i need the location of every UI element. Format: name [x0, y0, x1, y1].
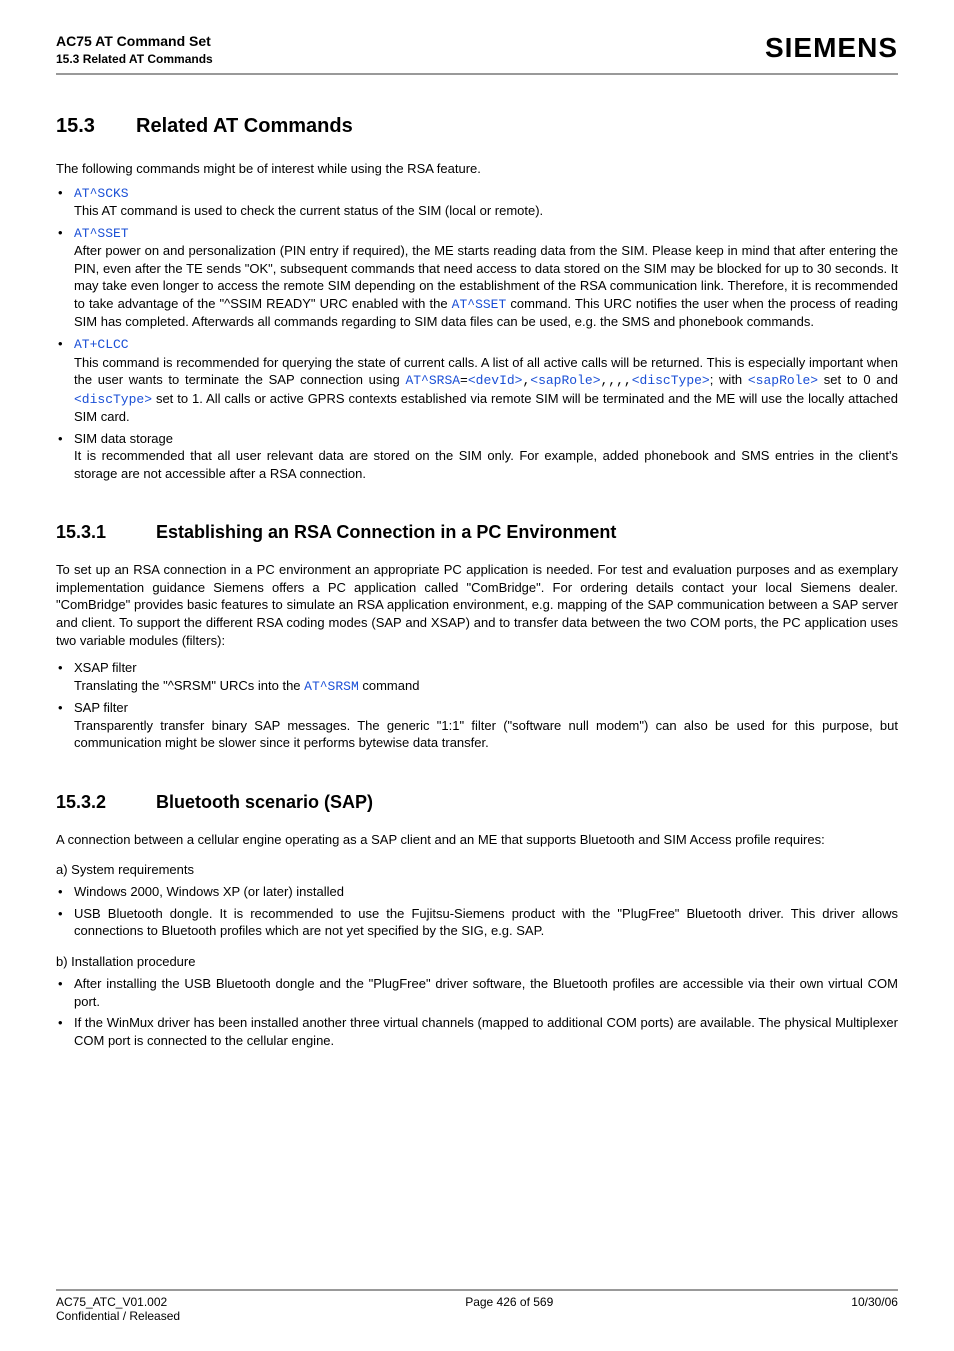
- page-header: AC75 AT Command Set 15.3 Related AT Comm…: [56, 32, 898, 67]
- footer-left: AC75_ATC_V01.002: [56, 1295, 167, 1309]
- item-title: SAP filter: [74, 700, 128, 715]
- list-item: If the WinMux driver has been installed …: [56, 1014, 898, 1049]
- inline-with: ; with: [710, 372, 748, 387]
- footer-row: AC75_ATC_V01.002 Page 426 of 569 10/30/0…: [56, 1295, 898, 1309]
- list-item: AT^SSET After power on and personalizati…: [56, 224, 898, 331]
- inline-param: <discType>: [632, 373, 710, 388]
- sec-heading: Bluetooth scenario (SAP): [156, 792, 373, 812]
- item-desc: It is recommended that all user relevant…: [74, 448, 898, 481]
- inline-param: <discType>: [74, 392, 152, 407]
- sec-number: 15.3: [56, 115, 136, 138]
- item-desc-pre: Translating the "^SRSM" URCs into the: [74, 678, 304, 693]
- sec-number: 15.3.1: [56, 522, 156, 543]
- inline-sep: ,,,,: [601, 373, 632, 388]
- inline-command: AT^SRSM: [304, 679, 359, 694]
- list-item: SIM data storage It is recommended that …: [56, 430, 898, 483]
- item-title: SIM data storage: [74, 431, 173, 446]
- footer-divider: [56, 1289, 898, 1291]
- siemens-logo: SIEMENS: [765, 32, 898, 64]
- header-divider: [56, 73, 898, 75]
- list-item: AT+CLCC This command is recommended for …: [56, 335, 898, 426]
- sec-heading: Establishing an RSA Connection in a PC E…: [156, 522, 616, 542]
- at-command: AT^SCKS: [74, 186, 129, 201]
- footer-right: 10/30/06: [851, 1295, 898, 1309]
- inline-param: <sapRole>: [530, 373, 600, 388]
- item-desc: This AT command is used to check the cur…: [74, 203, 543, 218]
- footer-center: Page 426 of 569: [465, 1295, 553, 1309]
- b-label: b) Installation procedure: [56, 954, 898, 969]
- section-label: 15.3 Related AT Commands: [56, 51, 213, 67]
- inline-eq: =: [460, 373, 468, 388]
- footer-confidential: Confidential / Released: [56, 1309, 898, 1323]
- list-item: SAP filter Transparently transfer binary…: [56, 699, 898, 752]
- sec-15-3-intro: The following commands might be of inter…: [56, 160, 898, 178]
- a-list: Windows 2000, Windows XP (or later) inst…: [56, 883, 898, 940]
- list-item: Windows 2000, Windows XP (or later) inst…: [56, 883, 898, 901]
- header-left: AC75 AT Command Set 15.3 Related AT Comm…: [56, 32, 213, 67]
- item-desc-post: command: [359, 678, 420, 693]
- inline-param: <devId>: [468, 373, 523, 388]
- inline-command: AT^SRSA: [405, 373, 460, 388]
- sec-15-3-1-list: XSAP filter Translating the "^SRSM" URCs…: [56, 659, 898, 752]
- list-item: AT^SCKS This AT command is used to check…: [56, 184, 898, 220]
- list-item: After installing the USB Bluetooth dongl…: [56, 975, 898, 1010]
- section-15-3-2-title: 15.3.2Bluetooth scenario (SAP): [56, 792, 898, 813]
- inline-command: AT^SSET: [452, 297, 507, 312]
- inline-mid: set to 0 and: [818, 372, 898, 387]
- a-label: a) System requirements: [56, 862, 898, 877]
- b-list: After installing the USB Bluetooth dongl…: [56, 975, 898, 1049]
- footer-version: AC75_ATC_V01.002: [56, 1295, 167, 1309]
- item-desc-post: set to 1. All calls or active GPRS conte…: [74, 391, 898, 425]
- product-line: AC75 AT Command Set: [56, 32, 213, 51]
- sec-number: 15.3.2: [56, 792, 156, 813]
- list-item: XSAP filter Translating the "^SRSM" URCs…: [56, 659, 898, 695]
- at-command: AT+CLCC: [74, 337, 129, 352]
- sec-15-3-list: AT^SCKS This AT command is used to check…: [56, 184, 898, 483]
- section-15-3-title: 15.3Related AT Commands: [56, 115, 898, 138]
- sec-15-3-2-para: A connection between a cellular engine o…: [56, 831, 898, 849]
- list-item: USB Bluetooth dongle. It is recommended …: [56, 905, 898, 940]
- item-title: XSAP filter: [74, 660, 137, 675]
- inline-param: <sapRole>: [748, 373, 818, 388]
- item-desc: Transparently transfer binary SAP messag…: [74, 718, 898, 751]
- sec-heading: Related AT Commands: [136, 115, 353, 137]
- page-footer: AC75_ATC_V01.002 Page 426 of 569 10/30/0…: [56, 1289, 898, 1323]
- section-15-3-1-title: 15.3.1Establishing an RSA Connection in …: [56, 522, 898, 543]
- at-command: AT^SSET: [74, 226, 129, 241]
- sec-15-3-1-para: To set up an RSA connection in a PC envi…: [56, 561, 898, 649]
